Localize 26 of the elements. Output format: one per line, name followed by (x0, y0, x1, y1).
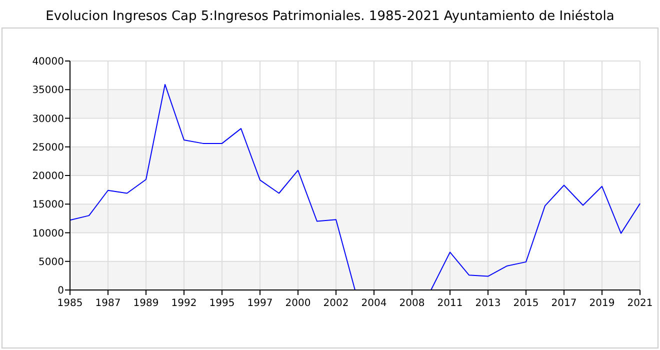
x-tick-label: 1989 (133, 298, 159, 309)
x-tick-label: 1995 (209, 298, 235, 309)
y-tick-label: 15000 (32, 200, 64, 211)
x-tick-label: 2011 (437, 298, 463, 309)
y-tick-label: 10000 (32, 228, 64, 240)
y-tick-label: 25000 (32, 142, 64, 154)
y-tick-label: 20000 (32, 171, 64, 182)
x-tick-label: 1987 (95, 298, 121, 309)
y-tick-label: 40000 (32, 56, 64, 68)
x-tick-label: 1985 (57, 298, 83, 309)
y-tick-label: 30000 (32, 114, 64, 125)
x-tick-label: 2021 (627, 298, 653, 309)
x-tick-label: 2017 (551, 298, 577, 309)
x-tick-label: 2013 (475, 298, 501, 309)
x-tick-label: 2004 (361, 298, 387, 309)
chart-title: Evolucion Ingresos Cap 5:Ingresos Patrimoniales. 1985-2021 Ayuntamiento de Iniéstola (46, 9, 614, 24)
x-tick-label: 2000 (285, 298, 311, 309)
x-tick-label: 1992 (171, 298, 197, 309)
x-tick-label: 2008 (399, 298, 425, 309)
x-tick-label: 1997 (247, 298, 273, 309)
x-tick-label: 2002 (323, 298, 349, 309)
y-tick-label: 35000 (32, 85, 64, 96)
y-tick-label: 5000 (38, 256, 64, 268)
y-tick-label: 0 (58, 286, 64, 296)
x-tick-label: 2019 (589, 298, 615, 309)
x-tick-label: 2015 (513, 298, 539, 309)
